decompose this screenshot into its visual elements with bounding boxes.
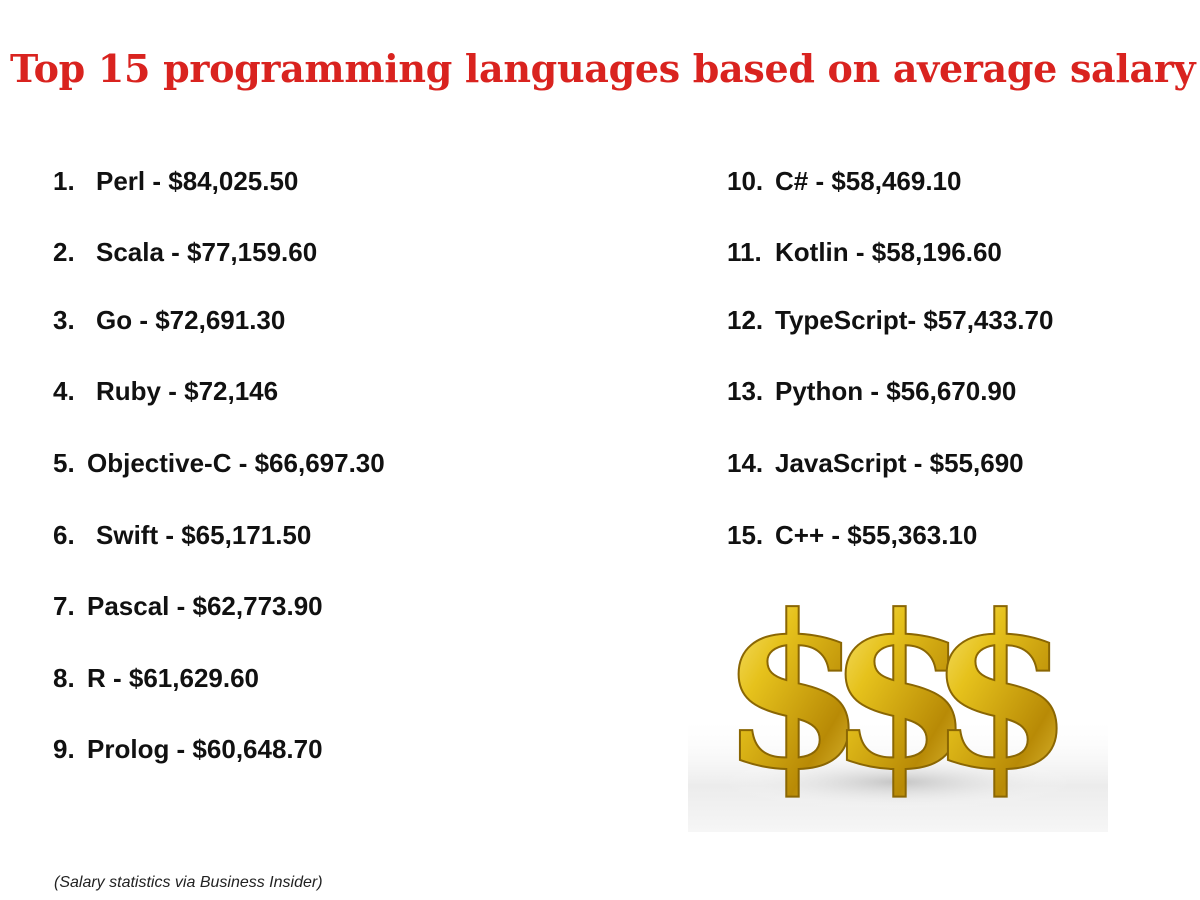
rank-number: 15. [727,520,764,550]
language-salary: Go - $72,691.30 [96,305,286,335]
dollar-sign-2: $ [827,596,973,816]
list-item: 4. Ruby - $72,146 [53,370,278,412]
language-salary: Ruby - $72,146 [96,376,279,406]
source-note: (Salary statistics via Business Insider) [54,874,323,891]
language-salary: C# - $58,469.10 [775,166,962,196]
rank-number: 11. [727,237,762,267]
language-salary: Kotlin - $58,196.60 [775,237,1002,267]
language-salary: Pascal - $62,773.90 [87,591,323,621]
language-salary: TypeScript- $57,433.70 [775,305,1054,335]
list-item: 9. Prolog - $60,648.70 [53,728,323,770]
rank-number: 3. [53,305,75,335]
rank-number: 4. [53,376,75,406]
rank-number: 5. [53,448,75,478]
gold-dollar-signs-icon: $ $ $ [688,596,1108,832]
rank-number: 9. [53,734,75,764]
list-item: 11. Kotlin - $58,196.60 [727,231,1002,273]
list-item: 12. TypeScript- $57,433.70 [727,299,1053,341]
rank-number: 10. [727,166,764,196]
language-salary: R - $61,629.60 [87,663,260,693]
list-item: 6. Swift - $65,171.50 [53,514,311,556]
list-item: 3. Go - $72,691.30 [53,299,285,341]
list-item: 2. Scala - $77,159.60 [53,231,317,273]
list-item: 8. R - $61,629.60 [53,657,259,699]
list-item: 5. Objective-C - $66,697.30 [53,442,385,484]
rank-number: 14. [727,448,764,478]
list-item: 7. Pascal - $62,773.90 [53,585,323,627]
list-item: 1. Perl - $84,025.50 [53,160,298,202]
rank-number: 7. [53,591,75,621]
rank-number: 12. [727,305,764,335]
language-salary: Objective-C - $66,697.30 [87,448,385,478]
language-salary: Python - $56,670.90 [775,376,1017,406]
language-salary: C++ - $55,363.10 [775,520,978,550]
dollar-sign-1: $ [720,596,866,816]
page-title: Top 15 programming languages based on av… [10,46,1196,91]
language-salary: Perl - $84,025.50 [96,166,299,196]
list-item: 10. C# - $58,469.10 [727,160,961,202]
language-salary: Prolog - $60,648.70 [87,734,323,764]
rank-number: 2. [53,237,75,267]
list-item: 14. JavaScript - $55,690 [727,442,1024,484]
rank-number: 8. [53,663,75,693]
list-item: 15. C++ - $55,363.10 [727,514,977,556]
rank-number: 1. [53,166,75,196]
language-salary: JavaScript - $55,690 [775,448,1024,478]
language-salary: Scala - $77,159.60 [96,237,318,267]
language-salary: Swift - $65,171.50 [96,520,312,550]
dollar-sign-3: $ [928,596,1074,816]
list-item: 13. Python - $56,670.90 [727,370,1016,412]
rank-number: 6. [53,520,75,550]
rank-number: 13. [727,376,764,406]
